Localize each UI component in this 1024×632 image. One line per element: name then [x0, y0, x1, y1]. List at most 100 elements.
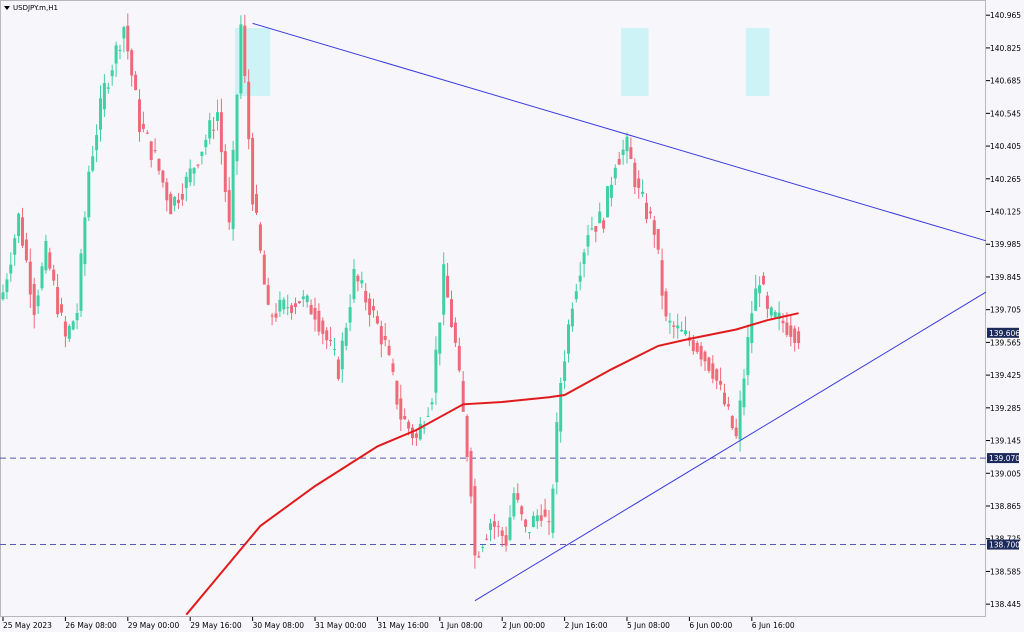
candle-body	[457, 345, 461, 371]
candle-body	[145, 132, 149, 134]
y-tick-label: 140.265	[990, 175, 1021, 184]
candle-body	[450, 299, 453, 327]
candle-body	[574, 291, 578, 300]
y-tick-label: 139.705	[990, 306, 1021, 315]
candle-body	[44, 241, 48, 271]
current-price-tag-bg	[987, 327, 1019, 338]
candle-body	[161, 170, 165, 183]
candle-body	[192, 168, 196, 174]
candle-body	[469, 451, 473, 497]
candle-body	[434, 349, 438, 393]
candle-body	[348, 307, 352, 323]
candle-body	[352, 268, 356, 300]
candle-body	[758, 285, 762, 294]
candle-body	[539, 515, 543, 521]
candle-body	[40, 266, 44, 289]
candle-body	[219, 112, 223, 153]
candle-body	[781, 320, 785, 324]
candle-body	[403, 416, 407, 420]
candle-body	[391, 363, 395, 372]
candle-body	[777, 312, 781, 320]
highlight-zone	[621, 28, 649, 96]
trendline	[252, 22, 987, 242]
triangle-down-icon[interactable]	[4, 6, 10, 10]
chart-title: USDJPY.m,H1	[13, 4, 58, 12]
candle-body	[633, 162, 637, 188]
plot-frame	[0, 0, 986, 617]
candle-body	[336, 359, 340, 379]
candle-body	[75, 312, 79, 321]
candle-body	[543, 509, 547, 517]
candle-body	[102, 83, 106, 110]
y-axis: 140.965 140.825 140.685 140.545 140.405 140.2…	[986, 11, 1021, 609]
candle-body	[496, 525, 500, 527]
candle-body	[255, 193, 258, 213]
candle-body	[582, 252, 586, 265]
level-price-tag: 139.070	[989, 454, 1020, 463]
candle-body	[563, 361, 567, 381]
x-tick-label: 31 May 16:00	[377, 621, 429, 630]
candle-body	[672, 325, 676, 327]
candle-body	[126, 25, 130, 52]
candle-body	[660, 260, 664, 296]
candle-body	[79, 253, 83, 311]
level-price-tag-bg	[987, 453, 1019, 464]
candle-body	[664, 291, 668, 317]
level-price-tag-bg	[987, 539, 1019, 550]
y-tick-label: 139.285	[990, 404, 1021, 413]
candle-body	[208, 120, 212, 139]
candle-body	[516, 493, 520, 500]
candle-body	[223, 151, 227, 193]
candle-body	[691, 340, 695, 352]
x-tick-label: 29 May 16:00	[190, 621, 242, 630]
candle-body	[372, 306, 375, 311]
candle-body	[695, 342, 699, 352]
y-tick-label: 138.865	[990, 502, 1021, 511]
y-tick-label: 139.845	[990, 273, 1021, 282]
candle-body	[446, 275, 450, 298]
candle-body	[422, 427, 426, 429]
candle-body	[52, 269, 56, 281]
candle-body	[239, 24, 243, 94]
candle-body	[294, 303, 297, 308]
candle-body	[364, 290, 368, 303]
candle-body	[204, 139, 208, 148]
candle-body	[134, 74, 138, 91]
candle-body	[473, 486, 477, 556]
candle-body	[773, 312, 777, 318]
x-tick-label: 26 May 08:00	[65, 621, 117, 630]
x-tick-label: 1 Jun 08:00	[440, 621, 483, 630]
x-tick-label: 2 Jun 16:00	[565, 621, 608, 630]
candle-body	[645, 202, 648, 220]
candle-body	[738, 400, 742, 440]
candle-body	[602, 220, 606, 229]
y-tick-label: 140.965	[990, 11, 1021, 20]
candle-body	[797, 331, 801, 344]
moving-average-line	[185, 312, 799, 616]
candle-body	[5, 279, 9, 293]
candle-body	[719, 380, 723, 385]
candle-body	[48, 252, 52, 269]
candle-body	[754, 288, 758, 311]
candle-body	[414, 433, 418, 438]
candle-body	[1, 292, 5, 300]
candle-body	[91, 156, 95, 171]
candle-body	[235, 94, 239, 162]
candle-body	[188, 168, 192, 183]
candle-body	[212, 129, 216, 131]
candle-body	[567, 324, 570, 354]
candle-body	[114, 45, 118, 64]
y-tick-label: 139.005	[990, 469, 1021, 478]
candle-body	[274, 313, 278, 318]
candle-body	[360, 280, 364, 284]
x-tick-label: 5 Jun 08:00	[627, 621, 670, 630]
candle-body	[551, 488, 555, 533]
candle-layer	[1, 13, 801, 569]
candle-body	[707, 357, 711, 371]
candle-body	[325, 330, 329, 341]
y-tick-label: 139.145	[990, 437, 1021, 446]
candle-body	[500, 530, 504, 537]
candle-body	[286, 307, 290, 309]
